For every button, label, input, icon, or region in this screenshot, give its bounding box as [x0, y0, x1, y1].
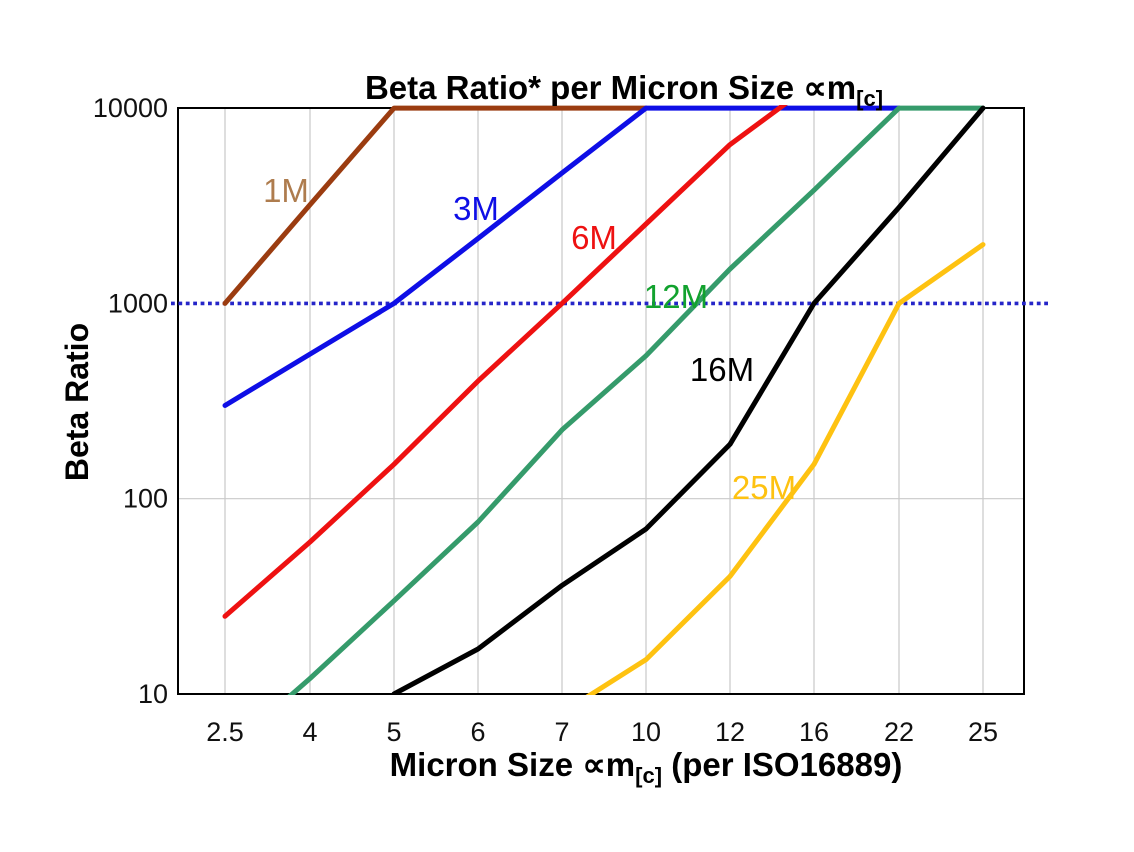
series-lines-group — [222, 105, 986, 695]
series-line-1M — [222, 105, 649, 306]
series-line-12M — [287, 105, 986, 695]
series-line-16M — [391, 105, 986, 695]
y-tick-label-100: 100 — [123, 484, 168, 514]
x-axis-title: Micron Size ∝m[c] (per ISO16889) — [390, 746, 903, 788]
x-tick-label-12: 12 — [715, 717, 745, 747]
series-label-3M: 3M — [453, 190, 499, 227]
series-label-1M: 1M — [263, 172, 309, 209]
x-tick-label-22: 22 — [884, 717, 914, 747]
x-tick-label-16: 16 — [799, 717, 829, 747]
x-tick-label-6: 6 — [470, 717, 485, 747]
series-label-16M: 16M — [690, 351, 754, 388]
x-tick-label-2.5: 2.5 — [206, 717, 244, 747]
y-tick-label-1000: 1000 — [108, 288, 168, 318]
x-tick-label-4: 4 — [302, 717, 317, 747]
x-tick-label-10: 10 — [631, 717, 661, 747]
series-label-12M: 12M — [644, 278, 708, 315]
series-line-25M — [585, 242, 986, 695]
series-line-3M — [222, 105, 902, 408]
series-label-6M: 6M — [571, 219, 617, 256]
y-tick-label-10000: 10000 — [93, 93, 168, 123]
series-line-6M — [222, 105, 788, 619]
x-tick-label-5: 5 — [386, 717, 401, 747]
chart-title: Beta Ratio* per Micron Size ∝m[c] — [365, 69, 883, 111]
y-axis-title: Beta Ratio — [59, 323, 95, 481]
x-tick-label-25: 25 — [968, 717, 998, 747]
series-label-25M: 25M — [732, 469, 796, 506]
y-tick-label-10: 10 — [138, 679, 168, 709]
x-tick-label-7: 7 — [554, 717, 569, 747]
